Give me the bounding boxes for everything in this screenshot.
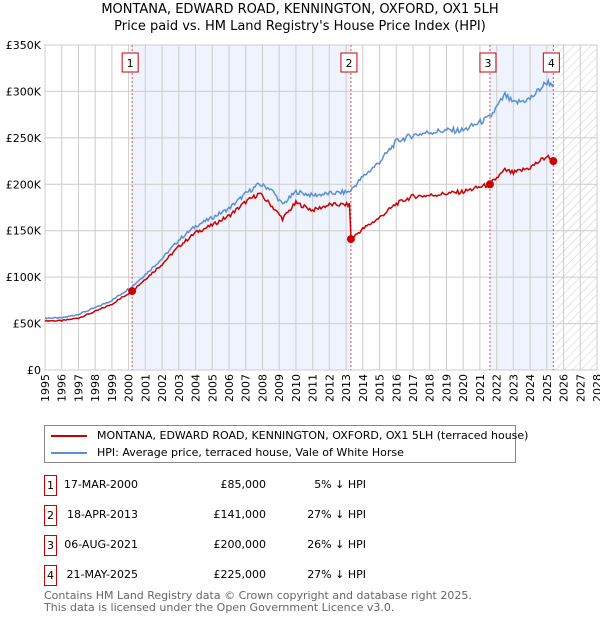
x-tick-label: 2019 <box>440 374 453 402</box>
x-tick-label: 1999 <box>106 374 119 402</box>
chart-title: MONTANA, EDWARD ROAD, KENNINGTON, OXFORD… <box>101 2 499 17</box>
shade-period-2 <box>489 45 554 370</box>
x-tick-label: 2013 <box>340 374 353 402</box>
x-tick-label: 2026 <box>558 374 571 402</box>
x-tick-label: 2012 <box>323 374 336 402</box>
sale-number: 1 <box>44 475 57 496</box>
legend-swatch-red <box>51 434 87 437</box>
x-tick-label: 2004 <box>190 374 203 402</box>
y-tick-label: £50K <box>13 318 42 331</box>
x-tick-label: 2007 <box>240 374 253 402</box>
x-tick-label: 2009 <box>273 374 286 402</box>
footer: Contains HM Land Registry data © Crown c… <box>44 590 472 614</box>
x-tick-label: 2018 <box>424 374 437 402</box>
x-tick-label: 2023 <box>507 374 520 402</box>
x-tick-label: 2008 <box>256 374 269 402</box>
sale-number: 3 <box>44 535 57 556</box>
x-tick-label: 2014 <box>357 374 370 402</box>
sale-label: 1 <box>127 57 134 70</box>
x-tick-label: 2000 <box>123 374 136 402</box>
legend-label-property: MONTANA, EDWARD ROAD, KENNINGTON, OXFORD… <box>97 429 529 442</box>
x-tick-label: 2024 <box>524 374 537 402</box>
sale-date: 21-MAY-2025 <box>66 568 138 581</box>
x-tick-label: 2002 <box>156 374 169 402</box>
y-tick-label: £0 <box>27 364 41 377</box>
x-tick-label: 2005 <box>206 374 219 402</box>
x-tick-label: 2027 <box>574 374 587 402</box>
x-tick-label: 2028 <box>591 374 600 402</box>
sale-price: £85,000 <box>220 478 267 491</box>
x-tick-label: 2021 <box>474 374 487 402</box>
x-tick-label: 2011 <box>307 374 320 402</box>
sale-point <box>346 235 355 244</box>
x-tick-label: 1997 <box>72 374 85 402</box>
sale-date: 18-APR-2013 <box>66 508 138 521</box>
sale-point <box>128 287 137 296</box>
legend-label-hpi: HPI: Average price, terraced house, Vale… <box>97 446 404 459</box>
sale-hpi-diff: 26% ↓ HPI <box>307 538 366 551</box>
sale-row: 1 17-MAR-2000 £85,000 5% ↓ HPI <box>44 475 444 496</box>
chart-subtitle: Price paid vs. HM Land Registry's House … <box>114 19 486 34</box>
sale-point <box>485 180 494 189</box>
sale-label: 3 <box>484 57 491 70</box>
sale-label-box <box>121 52 139 73</box>
sale-price: £141,000 <box>213 508 267 521</box>
x-tick-label: 2020 <box>457 374 470 402</box>
sale-label-box <box>542 52 560 73</box>
x-tick-label: 1998 <box>89 374 102 402</box>
sale-row: 2 18-APR-2013 £141,000 27% ↓ HPI <box>44 505 444 526</box>
plot-area: 1995 1996 1997 1998 1999 2000 2001 2002 2003 2004… <box>6 39 600 402</box>
sale-hpi-diff: 27% ↓ HPI <box>307 568 366 581</box>
y-tick-label: £300K <box>6 85 42 98</box>
y-tick-label: £350K <box>6 39 42 52</box>
sale-hpi-diff: 5% ↓ HPI <box>314 478 366 491</box>
x-tick-label: 1996 <box>56 374 69 402</box>
sale-number: 2 <box>44 505 57 526</box>
x-tick-label: 2015 <box>374 374 387 402</box>
sale-date: 06-AUG-2021 <box>64 538 138 551</box>
x-tick-label: 2001 <box>139 374 152 402</box>
sale-label-box <box>340 52 358 73</box>
sale-date: 17-MAR-2000 <box>63 478 138 491</box>
legend-swatch-blue <box>51 451 87 454</box>
x-tick-label: 2022 <box>491 374 504 402</box>
sale-row: 4 21-MAY-2025 £225,000 27% ↓ HPI <box>44 565 444 586</box>
footer-line-1: Contains HM Land Registry data © Crown c… <box>44 589 472 602</box>
sale-row: 3 06-AUG-2021 £200,000 26% ↓ HPI <box>44 535 444 556</box>
shade-period-1 <box>132 45 351 370</box>
sale-label: 2 <box>345 57 352 70</box>
sale-label: 4 <box>548 57 555 70</box>
sale-price: £225,000 <box>213 568 267 581</box>
sale-number: 4 <box>44 565 57 586</box>
y-tick-label: £200K <box>6 178 42 191</box>
plot-border <box>44 44 598 371</box>
x-tick-label: 2003 <box>173 374 186 402</box>
x-tick-label: 1995 <box>39 374 52 402</box>
forecast-hatch <box>555 45 597 370</box>
sale-hpi-diff: 27% ↓ HPI <box>307 508 366 521</box>
legend-item-hpi: HPI: Average price, terraced house, Vale… <box>51 444 404 461</box>
legend-item-property: MONTANA, EDWARD ROAD, KENNINGTON, OXFORD… <box>51 427 528 444</box>
footer-line-2: This data is licensed under the Open Gov… <box>44 601 395 614</box>
y-tick-label: £250K <box>6 132 42 145</box>
y-tick-label: £150K <box>6 225 42 238</box>
sale-label-box <box>479 52 497 73</box>
x-tick-label: 2010 <box>290 374 303 402</box>
x-tick-label: 2016 <box>390 374 403 402</box>
y-tick-label: £100K <box>6 271 42 284</box>
legend: MONTANA, EDWARD ROAD, KENNINGTON, OXFORD… <box>44 425 528 463</box>
x-tick-label: 2017 <box>407 374 420 402</box>
sale-point <box>549 157 558 166</box>
x-tick-label: 2025 <box>541 374 554 402</box>
sale-price: £200,000 <box>213 538 267 551</box>
x-tick-label: 2006 <box>223 374 236 402</box>
